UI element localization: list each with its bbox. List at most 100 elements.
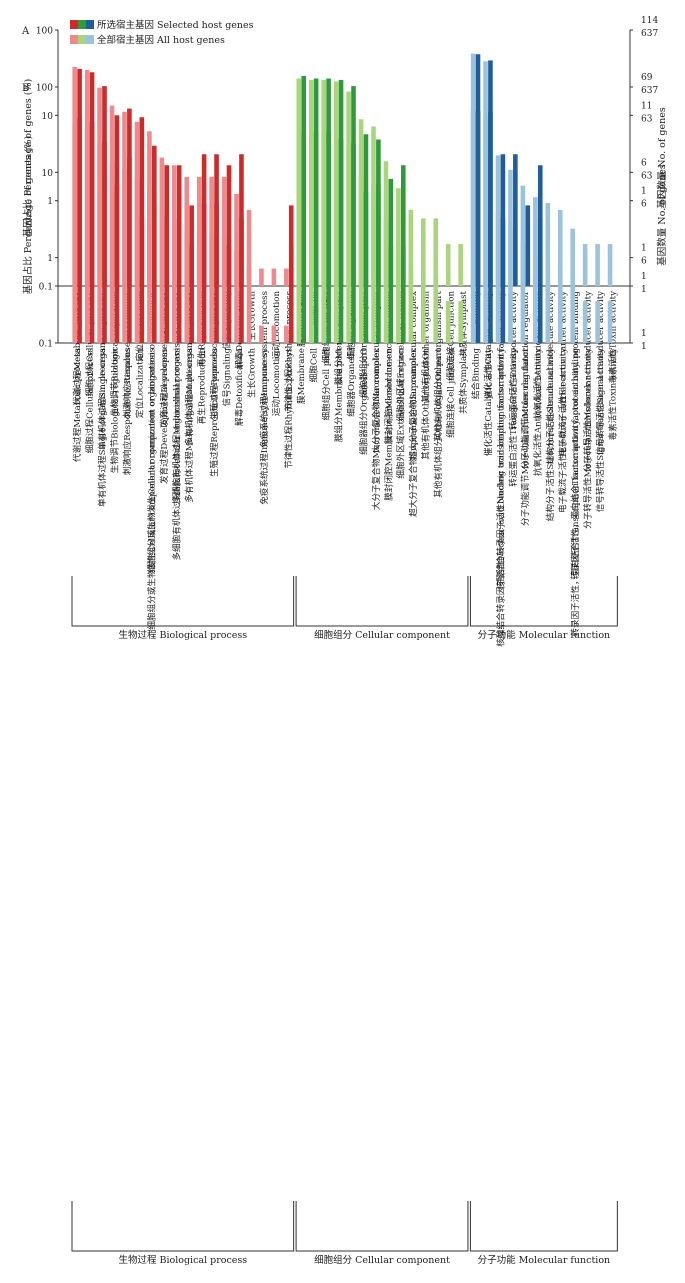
right-tick-label-selected: 11 — [641, 101, 652, 111]
bar-all-5 — [134, 178, 140, 343]
legend-label-selected: 所选宿主基因 Selected host genes — [97, 19, 254, 31]
bar-all-10 — [196, 176, 202, 286]
bar-all-10 — [196, 233, 202, 343]
x-category-label: 解毒Detoxification — [233, 348, 245, 426]
y-tick-label: 1 — [47, 254, 53, 264]
bar-all-25 — [383, 218, 389, 343]
group-bracket-bp — [71, 1201, 295, 1252]
bar-selected-36 — [525, 205, 531, 286]
right-tick-label-selected: 1 — [641, 272, 647, 282]
legend-swatch-all-mf — [86, 35, 94, 44]
bar-all-19 — [308, 136, 314, 343]
x-category-label: 毒素活性Toxin activity — [606, 348, 618, 441]
legend-swatch-all-bp — [70, 35, 78, 44]
bar-all-13 — [234, 250, 239, 343]
bar-all-18 — [296, 135, 302, 343]
x-category-label: 催化活性Catalytic activity — [482, 348, 494, 456]
bar-all-29 — [433, 275, 439, 343]
bar-all-21 — [333, 138, 339, 343]
x-category-label: 抗氧化活性Antioxidant activity — [532, 348, 544, 476]
bar-all-39 — [557, 266, 563, 343]
bar-selected-12 — [226, 165, 232, 286]
bar-all-14 — [246, 266, 252, 343]
right-tick-label-all: 6 — [641, 257, 647, 267]
bar-all-39 — [557, 209, 563, 286]
group-label-bp: 生物过程 Biological process — [118, 629, 247, 641]
x-category-label: 转录因子活性，蛋白结合Transcription factor activity… — [569, 348, 581, 637]
bar-selected-23 — [363, 192, 369, 343]
bar-all-13 — [234, 193, 239, 286]
x-category-label: 刺激响应Response to stimulus — [121, 348, 133, 475]
bar-all-9 — [184, 176, 190, 286]
x-category-label: 分子功能调节Molecular function regulator — [519, 347, 531, 526]
bar-selected-3 — [114, 184, 120, 343]
x-category-label: 膜组分Membrane part — [332, 347, 344, 442]
bar-selected-25 — [388, 245, 394, 343]
bar-all-22 — [346, 148, 351, 343]
bar-all-14 — [246, 209, 252, 286]
x-category-label: 细胞过程Cellular process — [83, 348, 95, 453]
x-category-label: 膜Membrane — [296, 348, 307, 404]
x-category-label: 信号Signaling — [220, 348, 232, 407]
bar-all-17 — [284, 268, 289, 286]
x-category-label: 多细胞有机体过程Multicellular organismal process — [171, 291, 183, 504]
bar-selected-21 — [338, 138, 344, 343]
bar-selected-22 — [351, 143, 356, 343]
bar-all-24 — [371, 183, 376, 343]
bar-all-43 — [607, 301, 613, 343]
right-tick-label-selected: 1 — [641, 244, 647, 254]
x-category-label: 结构分子活性Structural molecule activity — [544, 348, 556, 521]
bar-all-41 — [582, 244, 588, 286]
bar-all-38 — [545, 259, 551, 343]
bar-selected-10 — [201, 203, 207, 343]
legend-swatch-all-cc — [78, 35, 86, 44]
bar-selected-17 — [288, 245, 294, 343]
bar-all-16 — [271, 325, 277, 343]
bar-all-40 — [570, 228, 575, 286]
bar-all-12 — [221, 233, 227, 343]
panel-letter: B — [22, 83, 29, 94]
right-tick-label-all: 1 — [641, 342, 647, 352]
bar-all-6 — [147, 188, 152, 343]
bar-all-37 — [533, 254, 538, 343]
bar-selected-32 — [475, 111, 481, 344]
bar-selected-33 — [488, 111, 493, 343]
right-tick-label-selected: 1 — [641, 187, 647, 197]
x-category-label: 大分子复合物Macromolecular complex — [370, 348, 382, 510]
bar-all-15 — [259, 325, 264, 343]
bar-all-40 — [570, 285, 575, 343]
y-tick-label: 10 — [42, 169, 54, 179]
x-category-label: 细胞组分或生物发生Cellular component organization… — [146, 291, 158, 573]
right-tick-label-all: 637 — [641, 29, 658, 39]
bar-selected-35 — [513, 154, 518, 286]
x-category-label: 生物调节Biological regulation — [108, 348, 120, 474]
x-category-label: 节律性过程Rhythmic process — [283, 348, 295, 469]
group-bracket-cc — [295, 1201, 469, 1252]
bar-all-35 — [508, 226, 513, 343]
right-tick-label-all: 1 — [641, 285, 647, 295]
bar-all-38 — [545, 202, 551, 286]
bar-all-30 — [445, 244, 451, 286]
bar-all-11 — [209, 176, 214, 286]
bar-selected-12 — [226, 245, 232, 343]
x-category-label: 细胞外区域Extracellular region — [395, 348, 407, 479]
bar-all-42 — [595, 301, 600, 343]
right-tick-label-all: 63 — [641, 114, 653, 124]
bar-selected-5 — [139, 218, 145, 343]
x-category-label: 膜封闭腔Membrane-enclosed lumen — [382, 348, 394, 501]
right-tick-label-selected: 69 — [641, 73, 653, 83]
bar-selected-26 — [401, 245, 406, 343]
bar-all-30 — [445, 301, 451, 343]
bar-all-36 — [520, 185, 526, 286]
bar-all-42 — [595, 244, 600, 286]
x-category-label: 免疫系统过程Immune system process — [258, 348, 270, 505]
x-category-label: 代谢过程Metabolic process — [71, 348, 83, 462]
x-category-label: 生长Growth — [245, 348, 257, 398]
legend-swatch-selected-bp — [70, 20, 78, 29]
y-tick-label: 10 — [42, 112, 54, 122]
bar-all-43 — [607, 244, 613, 286]
y-tick-label: 0.1 — [39, 340, 53, 350]
bar-all-4 — [122, 168, 127, 343]
x-category-label: 细胞连接Cell junction — [445, 348, 457, 438]
x-category-label: 多细胞有机体过程Multicellular organismal process — [171, 348, 183, 561]
